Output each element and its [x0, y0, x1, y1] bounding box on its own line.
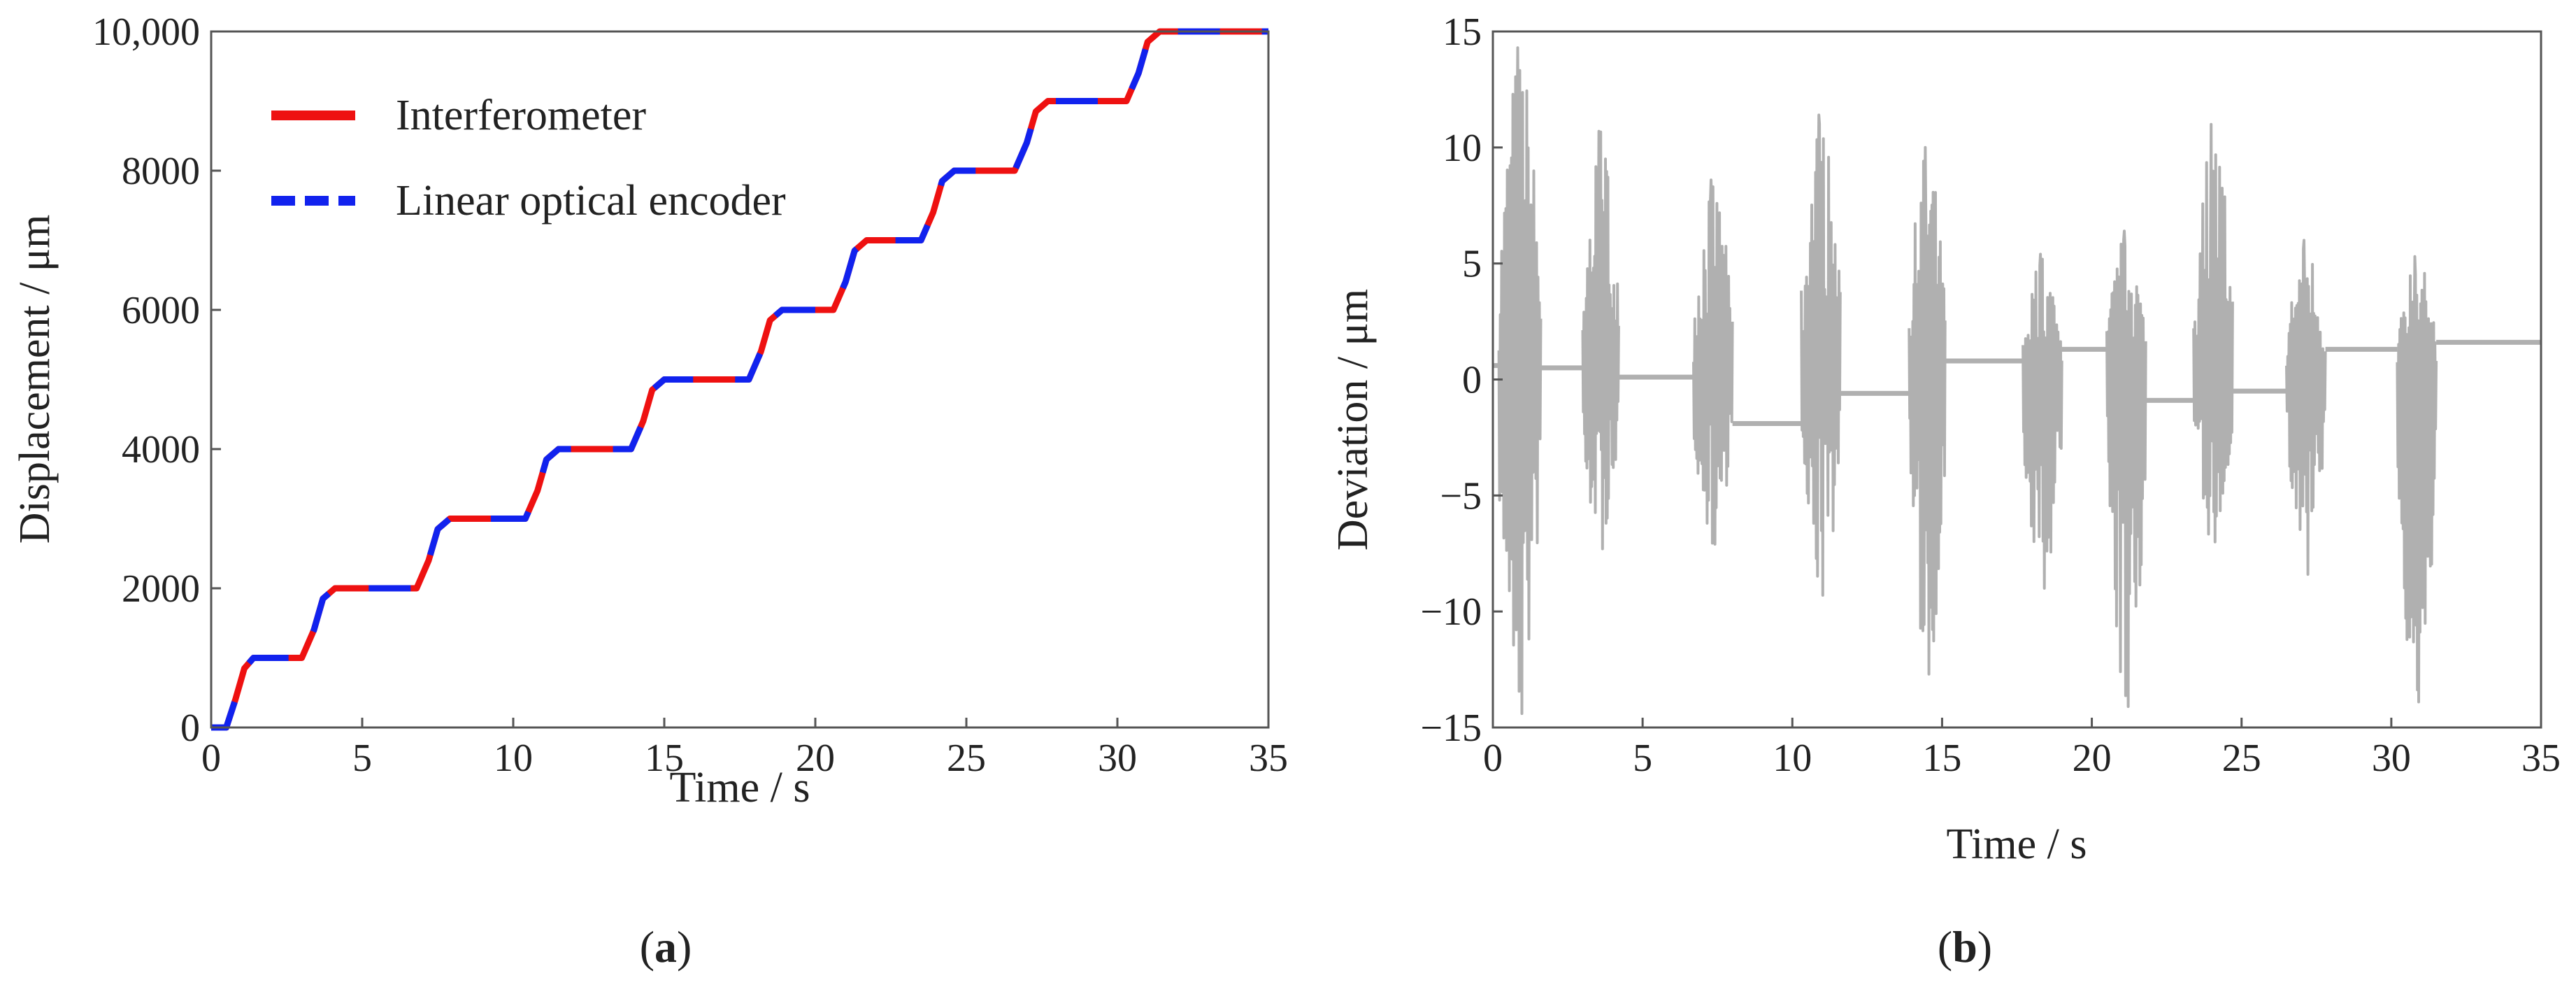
a-x-tick-label: 35: [1249, 737, 1288, 780]
panel-b-y-ticks: −15 −10 −5 0 5 10 15: [1420, 10, 1503, 750]
b-x-tick-label: 30: [2372, 737, 2411, 780]
b-x-tick-label: 15: [1922, 737, 1961, 780]
b-y-tick-label: 0: [1462, 359, 1482, 402]
panel-a-caption: (a): [640, 922, 692, 972]
deviation-burst: [2022, 253, 2063, 590]
b-x-tick-label: 5: [1633, 737, 1652, 780]
b-y-tick-label: 10: [1443, 127, 1482, 170]
series-encoder-line: [211, 28, 1268, 731]
panel-a-legend: Interferometer Linear optical encoder: [271, 92, 786, 225]
deviation-burst: [2105, 229, 2147, 709]
panel-b-chart: 0 5 10 15 20 25 30 35 −15 −10 −5 0 5 10 15 Time / s D…: [1329, 10, 2561, 868]
a-x-tick-label: 0: [201, 737, 221, 780]
b-x-tick-label: 35: [2521, 737, 2561, 780]
a-y-tick-label: 8000: [122, 150, 200, 193]
panel-b-caption: (b): [1938, 922, 1992, 972]
panel-a-y-axis-label: Displacement / μm: [11, 215, 59, 544]
deviation-burst: [2192, 122, 2234, 544]
deviation-burst: [1692, 178, 1734, 546]
deviation-burst: [2396, 255, 2438, 704]
b-y-tick-label: −15: [1420, 706, 1482, 750]
panel-a-x-axis-label: Time / s: [669, 764, 810, 811]
deviation-burst: [2285, 239, 2327, 576]
panel-a-x-ticks: 0 5 10 15 20 25 30 35: [201, 718, 1288, 780]
a-x-tick-label: 30: [1098, 737, 1137, 780]
b-x-tick-label: 10: [1773, 737, 1812, 780]
a-x-tick-label: 10: [494, 737, 533, 780]
legend-label-encoder: Linear optical encoder: [396, 177, 786, 225]
a-x-tick-label: 15: [645, 737, 684, 780]
deviation-burst: [1497, 46, 1543, 716]
a-y-tick-label: 10,000: [92, 10, 200, 54]
b-x-tick-label: 25: [2222, 737, 2261, 780]
deviation-burst: [1908, 145, 1947, 676]
panel-a-chart: 0 5 10 15 20 25 30 35 0 2000 4000 6000 8000 10,000 T…: [11, 10, 1288, 811]
panel-b-y-axis-label: Deviation / μm: [1329, 289, 1377, 551]
a-y-tick-label: 0: [180, 706, 200, 750]
panel-b-x-axis-label: Time / s: [1946, 821, 2087, 868]
a-y-tick-label: 4000: [122, 428, 200, 471]
a-y-tick-label: 2000: [122, 567, 200, 611]
panel-b-x-ticks: 0 5 10 15 20 25 30 35: [1483, 718, 2561, 780]
b-x-tick-label: 20: [2073, 737, 2112, 780]
legend-label-interferometer: Interferometer: [396, 92, 646, 139]
panel-a-y-ticks: 0 2000 4000 6000 8000 10,000: [92, 10, 221, 750]
a-y-tick-label: 6000: [122, 289, 200, 332]
b-y-tick-label: 5: [1462, 243, 1482, 286]
b-x-tick-label: 0: [1483, 737, 1503, 780]
a-x-tick-label: 25: [947, 737, 986, 780]
a-x-tick-label: 5: [352, 737, 372, 780]
b-y-tick-label: −5: [1440, 474, 1482, 518]
panel-a-plot-area: [211, 28, 1268, 731]
deviation-burst: [1581, 129, 1620, 551]
b-y-tick-label: −10: [1420, 590, 1482, 634]
panel-b-plot-area: [1493, 46, 2541, 716]
panel-a-frame: [210, 30, 1270, 729]
deviation-burst: [1800, 113, 1842, 597]
a-x-tick-label: 20: [796, 737, 835, 780]
b-y-tick-label: 15: [1443, 10, 1482, 54]
